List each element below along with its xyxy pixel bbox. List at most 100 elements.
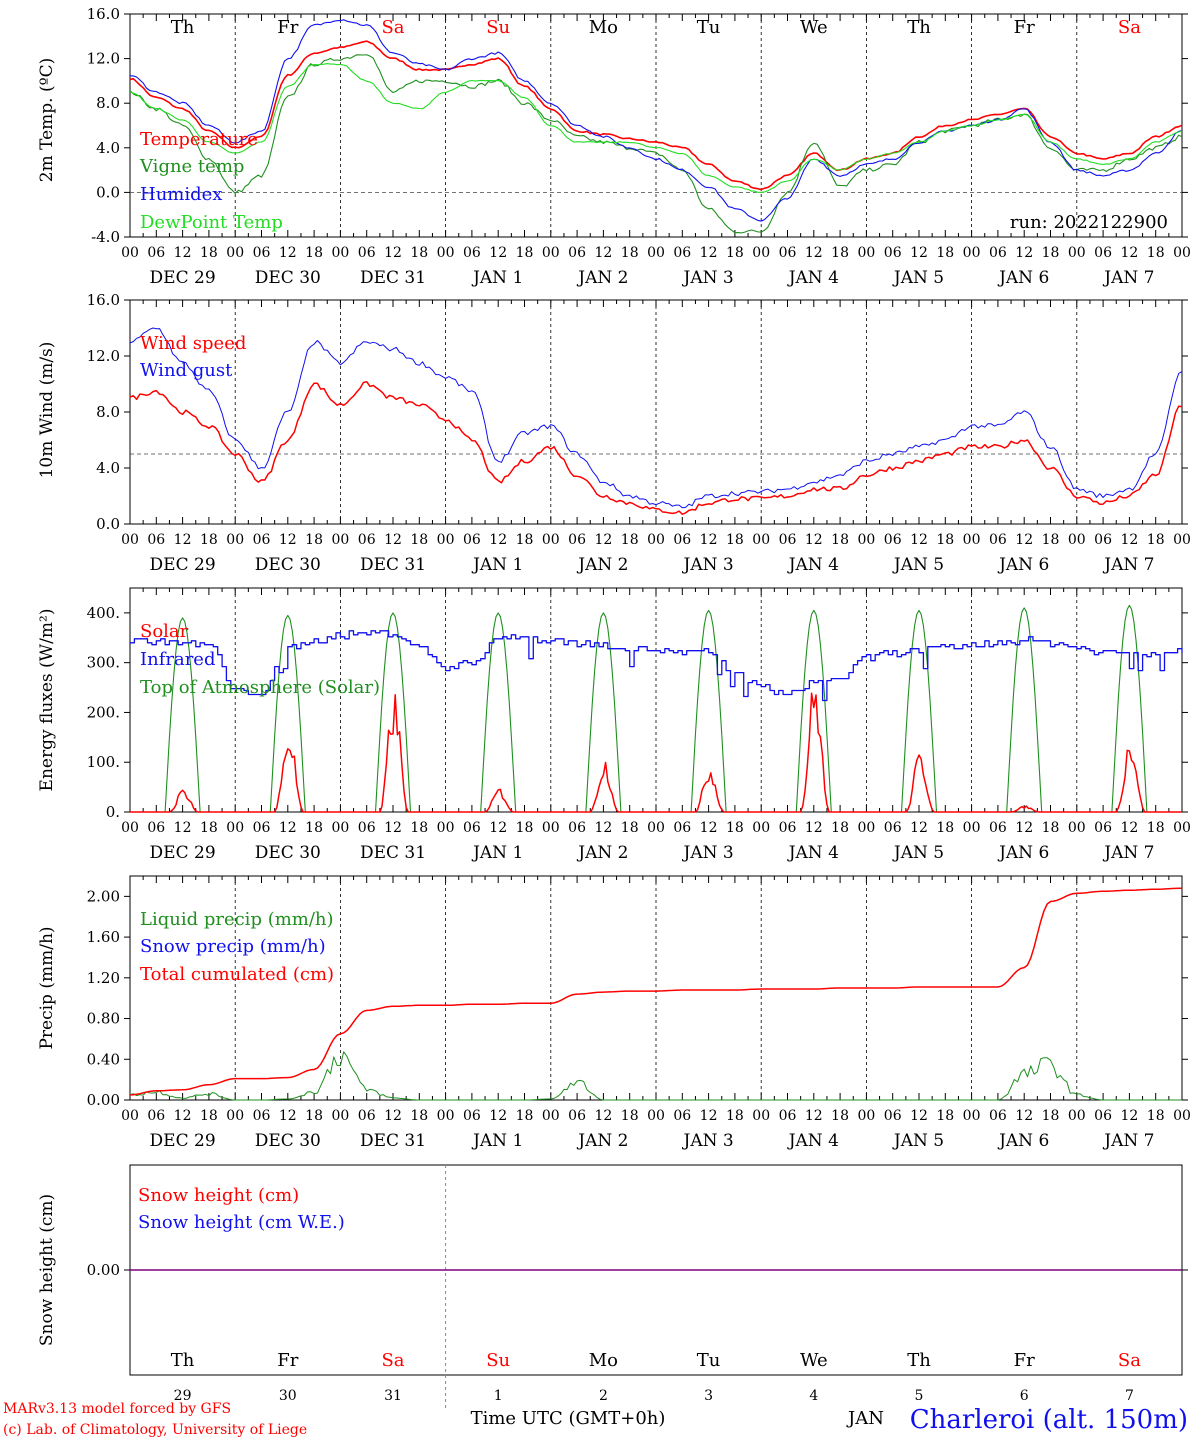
precip-ylabel: Precip (mm/h): [37, 926, 57, 1049]
weekday-top-0: Th: [171, 17, 195, 38]
hour-tick-label: 06: [673, 1108, 691, 1124]
hour-tick-label: 12: [805, 245, 823, 261]
wind-panel: 0.0 4.0 8.0 12.0 16.0 00 06 12 18 DEC 29 00 06 12 18…: [37, 291, 1191, 575]
hour-tick-label: 00: [1068, 532, 1086, 548]
hour-tick-label: 06: [568, 532, 586, 548]
hour-tick-label: 18: [936, 532, 954, 548]
hour-tick-label: 12: [805, 532, 823, 548]
hour-tick-label: 00: [542, 1108, 560, 1124]
temperature-panel: -4.0 0.0 4.0 8.0 12.0 16.0 00 06 12 18 DEC 29 00 06…: [37, 5, 1191, 288]
hour-tick-label: 00: [1173, 245, 1191, 261]
date-label: JAN 3: [682, 843, 734, 863]
hour-tick-label: 06: [463, 1108, 481, 1124]
hour-tick-label: 18: [305, 245, 323, 261]
hour-tick-label: 00: [647, 820, 665, 836]
y-tick-label: 0.40: [87, 1050, 120, 1068]
hour-tick-label: 12: [594, 245, 612, 261]
date-label: DEC 29: [150, 268, 216, 288]
series-line-0: [129, 380, 1183, 515]
hour-tick-label: 18: [1147, 820, 1165, 836]
hour-tick-label: 00: [331, 532, 349, 548]
date-label: DEC 30: [255, 843, 321, 863]
hour-tick-label: 18: [516, 532, 534, 548]
hour-tick-label: 12: [279, 820, 297, 836]
hour-tick-label: 00: [857, 245, 875, 261]
hour-tick-label: 00: [331, 820, 349, 836]
hour-tick-label: 06: [989, 532, 1007, 548]
weekday-bottom-8: Fr: [1014, 1350, 1035, 1371]
series-line-0: [129, 40, 1183, 191]
hour-tick-label: 06: [779, 532, 797, 548]
hour-tick-label: 18: [1147, 1108, 1165, 1124]
hour-tick-label: 06: [463, 245, 481, 261]
date-label: JAN 1: [471, 1131, 523, 1151]
weekday-top-6: We: [800, 17, 828, 38]
hour-tick-label: 18: [1042, 245, 1060, 261]
hour-tick-label: 00: [331, 245, 349, 261]
date-label: JAN 3: [682, 268, 734, 288]
hour-tick-label: 18: [410, 532, 428, 548]
hour-tick-label: 18: [410, 1108, 428, 1124]
hour-tick-label: 18: [1042, 1108, 1060, 1124]
hour-tick-label: 06: [358, 532, 376, 548]
bottom-day-7: 5: [915, 1388, 924, 1404]
weekday-top-4: Mo: [589, 17, 618, 38]
weekday-top-9: Sa: [1118, 17, 1141, 38]
weekday-bottom-0: Th: [171, 1350, 195, 1371]
date-label: JAN 6: [997, 268, 1049, 288]
y-tick-label: 200.: [87, 703, 120, 721]
date-label: DEC 29: [150, 1131, 216, 1151]
hour-tick-label: 00: [542, 820, 560, 836]
y-tick-label: 12.0: [87, 50, 120, 68]
hour-tick-label: 06: [673, 532, 691, 548]
hour-tick-label: 06: [779, 245, 797, 261]
hour-tick-label: 06: [989, 1108, 1007, 1124]
energy-panel: 0. 100. 200. 300. 400. 00 06 12 18 DEC 29 00 06 12 1…: [37, 587, 1191, 863]
hour-tick-label: 06: [884, 820, 902, 836]
bottom-day-4: 2: [599, 1388, 608, 1404]
hour-tick-label: 06: [253, 245, 271, 261]
hour-tick-label: 06: [884, 245, 902, 261]
hour-tick-label: 12: [384, 532, 402, 548]
hour-tick-label: 06: [463, 820, 481, 836]
date-label: JAN 2: [576, 843, 628, 863]
date-label: DEC 31: [360, 843, 426, 863]
hour-tick-label: 12: [384, 1108, 402, 1124]
date-label: DEC 29: [150, 843, 216, 863]
date-label: JAN 7: [1102, 843, 1154, 863]
date-label: JAN 1: [471, 268, 523, 288]
hour-tick-label: 12: [1015, 820, 1033, 836]
date-label: DEC 30: [255, 1131, 321, 1151]
bottom-day-9: 7: [1125, 1388, 1134, 1404]
wind-ylabel: 10m Wind (m/s): [37, 342, 57, 479]
hour-tick-label: 00: [963, 820, 981, 836]
bottom-day-3: 1: [494, 1388, 503, 1404]
infrared-line: [130, 630, 1183, 702]
hour-tick-label: 00: [857, 532, 875, 548]
y-tick-label: 4.0: [96, 459, 120, 477]
legend-toa-solar: Top of Atmosphere (Solar): [140, 677, 380, 698]
date-label: JAN 2: [576, 1131, 628, 1151]
bottom-day-6: 4: [809, 1388, 818, 1404]
weekday-top-2: Sa: [381, 17, 404, 38]
date-label: JAN 7: [1102, 268, 1154, 288]
hour-tick-label: 18: [410, 245, 428, 261]
hour-tick-label: 00: [226, 1108, 244, 1124]
energy-ylabel: Energy fluxes (W/m²): [37, 609, 57, 792]
y-tick-label: -4.0: [91, 228, 120, 246]
date-label: JAN 2: [576, 268, 628, 288]
hour-tick-label: 18: [831, 1108, 849, 1124]
snow-panel: 0.00 Snow height (cm) Snow height (cm) S…: [37, 1164, 1188, 1410]
hour-tick-label: 00: [647, 532, 665, 548]
y-tick-label: 2.00: [87, 887, 120, 905]
series-line-1: [129, 327, 1183, 509]
hour-tick-label: 06: [989, 820, 1007, 836]
legend-liquid-precip: Liquid precip (mm/h): [140, 909, 334, 930]
hour-tick-label: 06: [673, 245, 691, 261]
date-label: JAN 5: [892, 843, 944, 863]
hour-tick-label: 12: [910, 245, 928, 261]
hour-tick-label: 12: [489, 1108, 507, 1124]
hour-tick-label: 00: [121, 1108, 139, 1124]
total-cumulated-line: [129, 887, 1183, 1096]
hour-tick-label: 12: [1120, 245, 1138, 261]
